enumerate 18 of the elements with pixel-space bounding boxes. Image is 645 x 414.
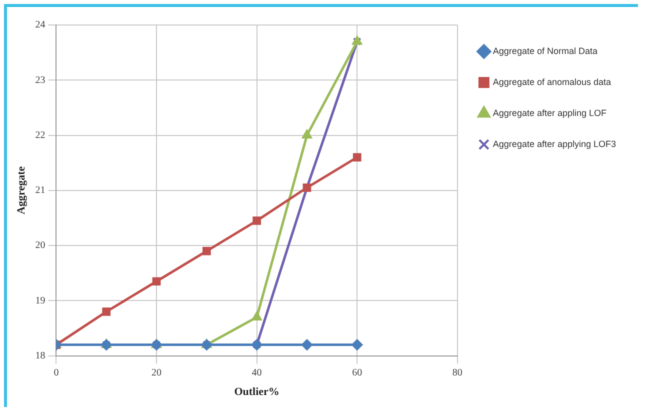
y-tick-label: 24 [35, 20, 46, 31]
x-tick-label: 40 [252, 367, 262, 378]
y-tick-label: 19 [35, 295, 46, 306]
y-tick-label: 22 [35, 130, 46, 141]
y-tick-label: 20 [35, 240, 46, 252]
x-tick-label: 0 [54, 367, 59, 378]
y-tick-label: 21 [35, 185, 46, 196]
y-tick-label: 18 [35, 350, 46, 362]
x-tick-label: 80 [452, 367, 462, 378]
x-axis-title: Outlier% [234, 386, 280, 398]
legend-label: Aggregate after applying LOF3 [492, 138, 616, 149]
legend-label: Aggregate of anomalous data [492, 76, 612, 87]
y-axis-title: Aggregate [15, 166, 28, 214]
y-tick-label: 23 [35, 74, 46, 86]
legend-label: Aggregate after appling LOF [492, 108, 607, 118]
legend-label: Aggregate of Normal Data [492, 46, 598, 56]
x-tick-label: 60 [352, 367, 362, 378]
x-tick-label: 20 [152, 367, 162, 378]
